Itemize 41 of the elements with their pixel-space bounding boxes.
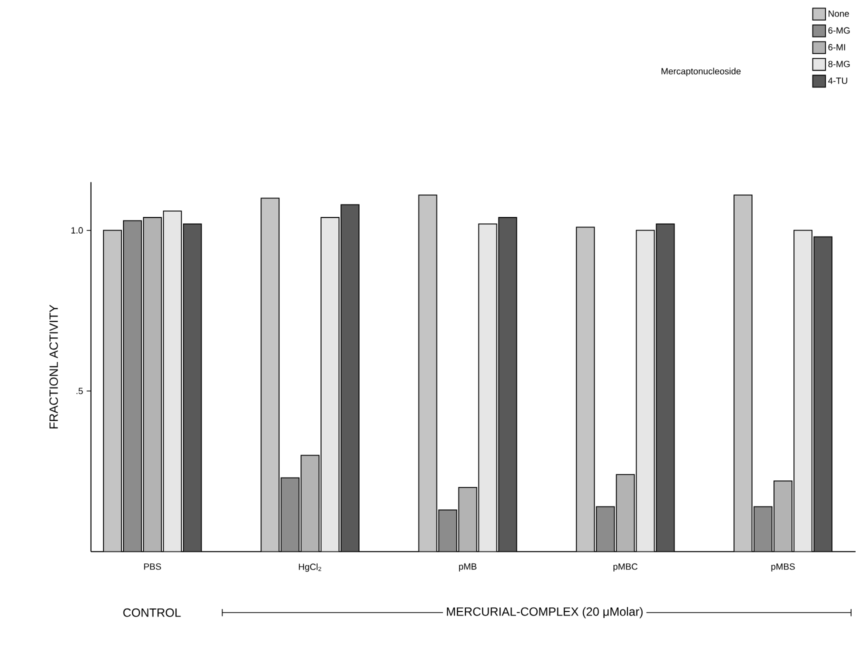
- bar: [123, 220, 142, 552]
- bar: [576, 227, 594, 552]
- bar: [794, 230, 812, 552]
- bar: [103, 230, 122, 552]
- x-tick-label: pMBC: [613, 564, 638, 572]
- bar: [616, 474, 634, 552]
- bar: [281, 478, 300, 552]
- text: CONTROL: [123, 608, 181, 618]
- bar: [636, 230, 654, 552]
- bar: [774, 480, 792, 552]
- bar: [183, 224, 202, 552]
- x-tick-label: HgCl$_{2}$: [298, 564, 322, 572]
- bar: [163, 211, 182, 552]
- bar: [656, 224, 674, 552]
- bar: [458, 488, 477, 552]
- legend-label: 6-MI: [828, 44, 846, 51]
- bar: [261, 198, 280, 552]
- x-tick-label: PBS: [144, 564, 161, 570]
- bar: [341, 204, 360, 552]
- bar: [418, 195, 437, 552]
- bar: [301, 455, 320, 552]
- bar: [754, 506, 772, 552]
- bar: [596, 506, 614, 552]
- bar: [478, 224, 497, 552]
- bar: [143, 218, 162, 552]
- bar: [734, 194, 752, 552]
- legend-label: 8-MG: [828, 61, 850, 68]
- legend-label: 6-MG: [828, 27, 850, 34]
- bar: [498, 218, 517, 552]
- bar: [321, 218, 340, 552]
- legend-title: Mercaptonucleoside: [662, 68, 741, 76]
- y-axis-title: FRACTIONL ACTIVITY: [49, 304, 58, 429]
- bar: [814, 236, 832, 552]
- y-tick-label: .5: [76, 388, 83, 394]
- bar: [438, 510, 457, 552]
- text: MERCURIAL-COMPLEX (20 μMolar): [446, 607, 643, 618]
- x-tick-label: pMBS: [771, 564, 795, 572]
- x-tick-label: pMB: [459, 564, 476, 572]
- y-tick-label: 1.0: [71, 227, 83, 234]
- legend-label: 4-TU: [828, 78, 848, 84]
- legend-label: None: [828, 10, 849, 17]
